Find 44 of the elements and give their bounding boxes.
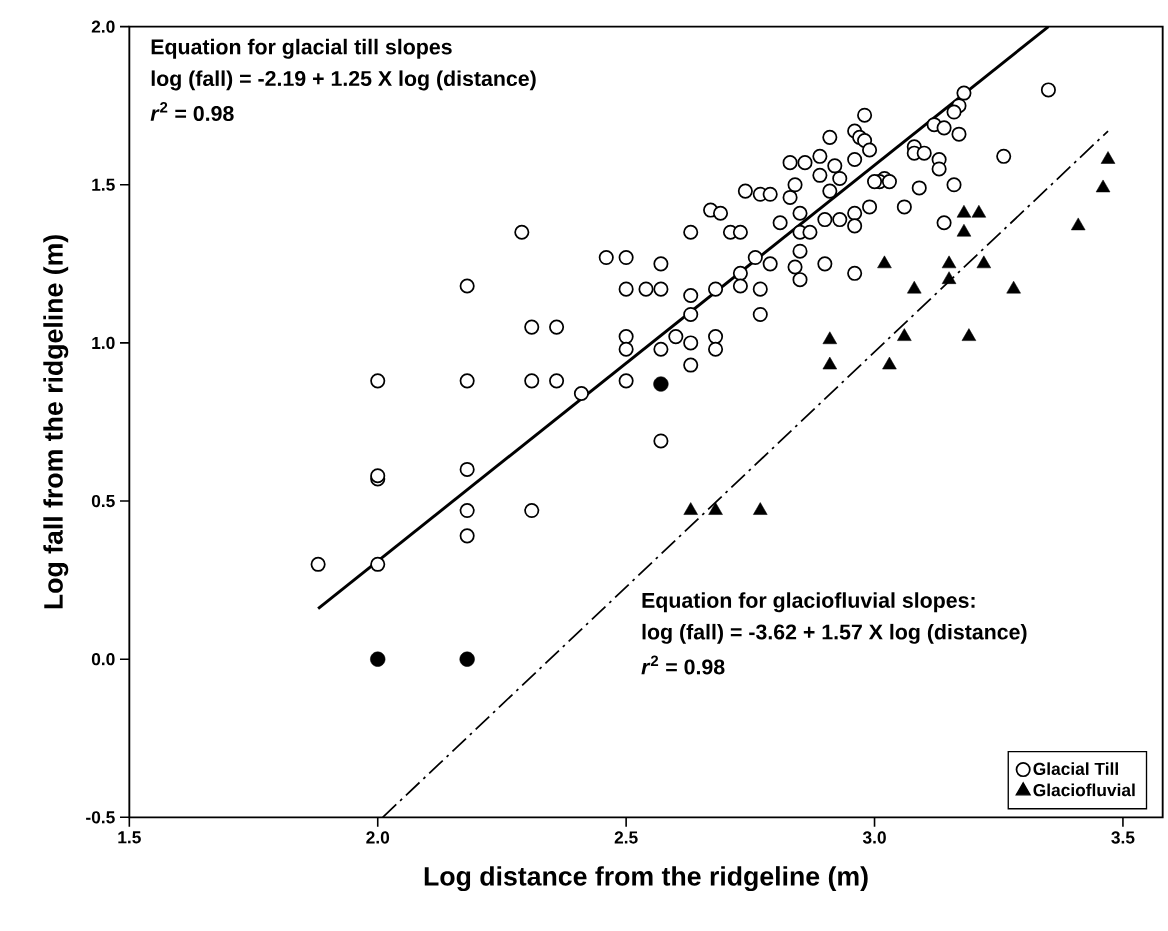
point [1100, 151, 1116, 164]
y-tick-label: -0.5 [86, 811, 115, 824]
legend-label: Glaciofluvial [1033, 783, 1135, 797]
point [1006, 281, 1021, 294]
point [907, 281, 922, 294]
y-tick-label: 2.0 [91, 20, 115, 33]
point [956, 205, 972, 218]
x-tick-label: 2.0 [366, 831, 390, 844]
y-tick-label: 1.0 [92, 336, 115, 350]
y-tick-label: 0.0 [91, 653, 115, 666]
x-tick-label: 1.5 [118, 831, 141, 844]
x-tick-label: 2.5 [614, 831, 638, 844]
point [683, 502, 698, 515]
y-axis-title: Log fall from the ridgeline (m) [43, 235, 69, 609]
annotation: log (fall) = -3.62 + 1.57 X log (distance) [642, 624, 1027, 645]
x-tick-label: 3.5 [1111, 831, 1135, 844]
annotation: Equation for glaciofluvial slopes: [642, 592, 975, 613]
point [753, 502, 768, 515]
x-tick-label: 3.0 [862, 831, 886, 844]
point [897, 328, 912, 342]
point [1071, 217, 1086, 231]
point [822, 356, 838, 370]
point [653, 376, 669, 392]
point [956, 224, 972, 237]
y-tick-label: 1.5 [92, 178, 115, 192]
point [370, 651, 386, 667]
point [961, 328, 977, 342]
x-axis-title: Log distance from the ridgeline (m) [424, 866, 868, 892]
annotation: log (fall) = -2.19 + 1.25 X log (distance) [151, 70, 536, 91]
point [877, 255, 892, 269]
point [941, 271, 957, 285]
point [971, 205, 987, 218]
legend-label: Glacial Till [1033, 762, 1118, 776]
point [459, 651, 475, 667]
y-tick-label: 0.5 [91, 495, 115, 508]
point [822, 331, 838, 345]
point [976, 255, 992, 269]
point [708, 502, 723, 515]
point [882, 356, 897, 370]
annotation: r$^{2}$ = 0.98 [641, 655, 725, 675]
annotation: r$^{2}$ = 0.98 [150, 102, 234, 122]
annotation: Equation for glacial till slopes [151, 38, 452, 59]
point [941, 255, 957, 269]
point [1095, 179, 1111, 193]
